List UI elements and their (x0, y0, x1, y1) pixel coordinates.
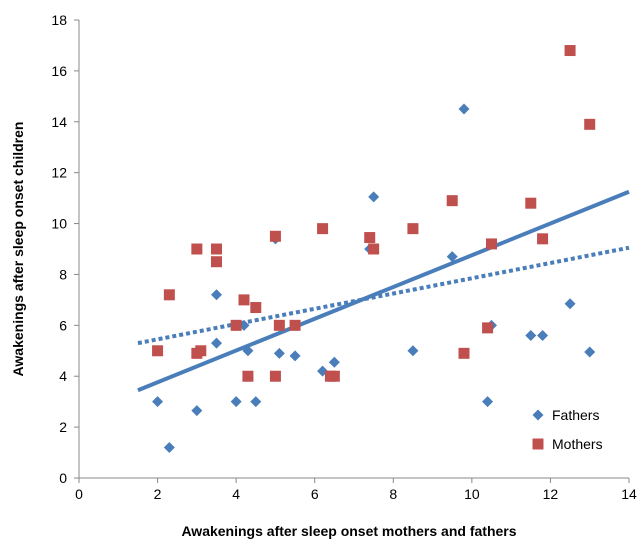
fathers-point (328, 356, 340, 368)
y-axis-title: Awakenings after sleep onset children (10, 122, 26, 377)
fathers-point (211, 337, 222, 349)
mothers-point (195, 345, 207, 357)
series-mothers (152, 45, 596, 382)
fathers-point (368, 191, 380, 203)
mothers-point (152, 345, 164, 357)
fathers-point (289, 350, 301, 362)
x-tick-label: 8 (389, 486, 397, 502)
mothers-point (364, 232, 376, 244)
trendline-fathers (137, 189, 630, 393)
mothers-point (446, 195, 458, 207)
y-axis-ticks: 0 2 4 6 8 10 12 14 16 18 (51, 12, 79, 486)
series-fathers (152, 103, 596, 453)
fathers-point (152, 396, 164, 408)
mothers-point (163, 289, 175, 301)
mothers-point (242, 370, 254, 382)
y-tick-label: 18 (51, 12, 67, 28)
fathers-point (584, 346, 596, 358)
x-tick-label: 2 (154, 486, 162, 502)
legend: Fathers Mothers (532, 407, 603, 452)
mothers-point (317, 223, 329, 235)
fathers-point (407, 345, 419, 357)
y-tick-label: 8 (59, 266, 67, 282)
fathers-point (482, 396, 494, 408)
x-tick-label: 12 (543, 486, 559, 502)
mothers-point (458, 347, 470, 359)
mothers-point (328, 370, 340, 382)
mothers-point (564, 45, 576, 57)
x-tick-label: 10 (464, 486, 480, 502)
mothers-point (584, 118, 596, 130)
mothers-point (486, 238, 497, 250)
fathers-point (230, 396, 242, 408)
mothers-point (269, 370, 281, 382)
y-tick-label: 10 (51, 216, 67, 232)
mothers-point (368, 243, 380, 255)
x-axis-title: Awakenings after sleep onset mothers and… (181, 523, 516, 539)
legend-marker-mothers (532, 438, 544, 450)
fathers-point (242, 345, 254, 357)
fathers-point (564, 298, 576, 310)
mothers-point (211, 256, 222, 268)
y-tick-label: 12 (51, 165, 67, 181)
fathers-point (446, 251, 458, 263)
mothers-point (289, 319, 301, 331)
fathers-point (163, 441, 175, 453)
y-tick-label: 0 (59, 470, 67, 486)
trendlines (137, 189, 630, 393)
mothers-point (407, 223, 419, 235)
mothers-point (211, 243, 222, 255)
x-axis-ticks: 0 2 4 6 8 10 12 14 (75, 478, 637, 502)
fathers-point (537, 330, 549, 342)
fathers-point (273, 347, 285, 359)
legend-item-fathers: Fathers (532, 407, 599, 423)
fathers-point (191, 405, 203, 417)
mothers-point (238, 294, 250, 306)
trendline-mothers (137, 245, 630, 346)
legend-label-mothers: Mothers (552, 436, 603, 452)
fathers-point (525, 330, 537, 342)
y-tick-label: 6 (59, 317, 67, 333)
mothers-point (269, 230, 281, 242)
legend-item-mothers: Mothers (532, 436, 603, 452)
mothers-point (482, 322, 494, 334)
mothers-point (191, 243, 203, 255)
mothers-point (273, 319, 285, 331)
fathers-point (250, 396, 262, 408)
x-tick-label: 0 (75, 486, 83, 502)
data-points (152, 45, 596, 453)
x-tick-label: 4 (232, 486, 240, 502)
x-tick-label: 6 (311, 486, 319, 502)
mothers-point (525, 197, 537, 209)
y-tick-label: 14 (51, 114, 67, 130)
y-tick-label: 16 (51, 63, 67, 79)
mothers-point (537, 233, 549, 245)
fathers-point (211, 289, 222, 301)
mothers-point (230, 319, 242, 331)
fathers-point (458, 103, 470, 115)
axes (78, 20, 629, 479)
legend-marker-fathers (532, 409, 544, 421)
legend-label-fathers: Fathers (552, 407, 599, 423)
x-tick-label: 14 (621, 486, 637, 502)
y-tick-label: 4 (59, 368, 67, 384)
mothers-point (250, 302, 262, 314)
y-tick-label: 2 (59, 419, 67, 435)
